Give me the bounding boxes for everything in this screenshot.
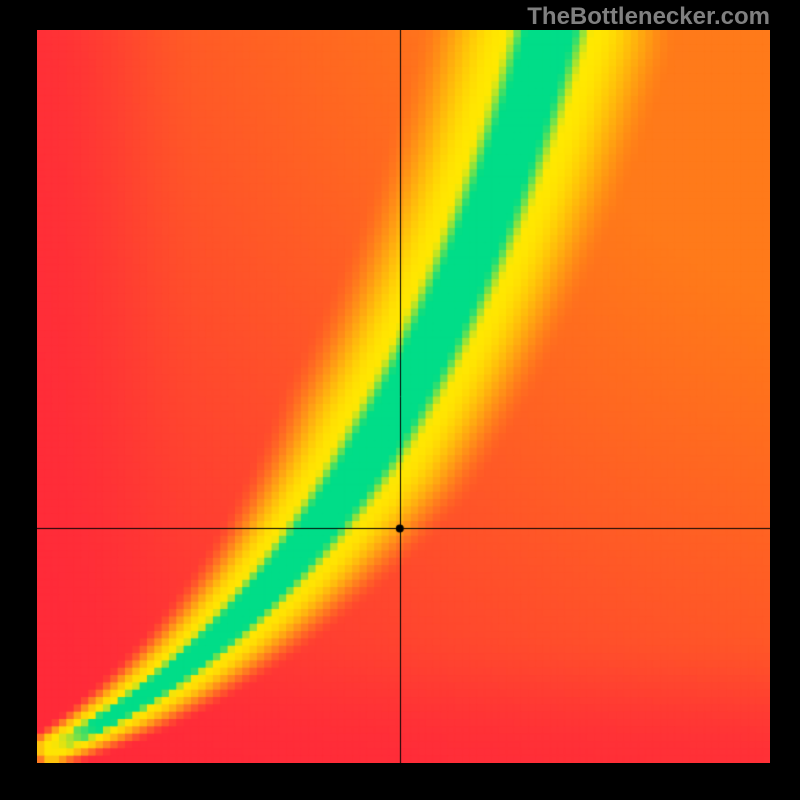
chart-container: TheBottlenecker.com bbox=[0, 0, 800, 800]
bottleneck-heatmap bbox=[37, 30, 770, 763]
watermark-text: TheBottlenecker.com bbox=[527, 3, 770, 31]
